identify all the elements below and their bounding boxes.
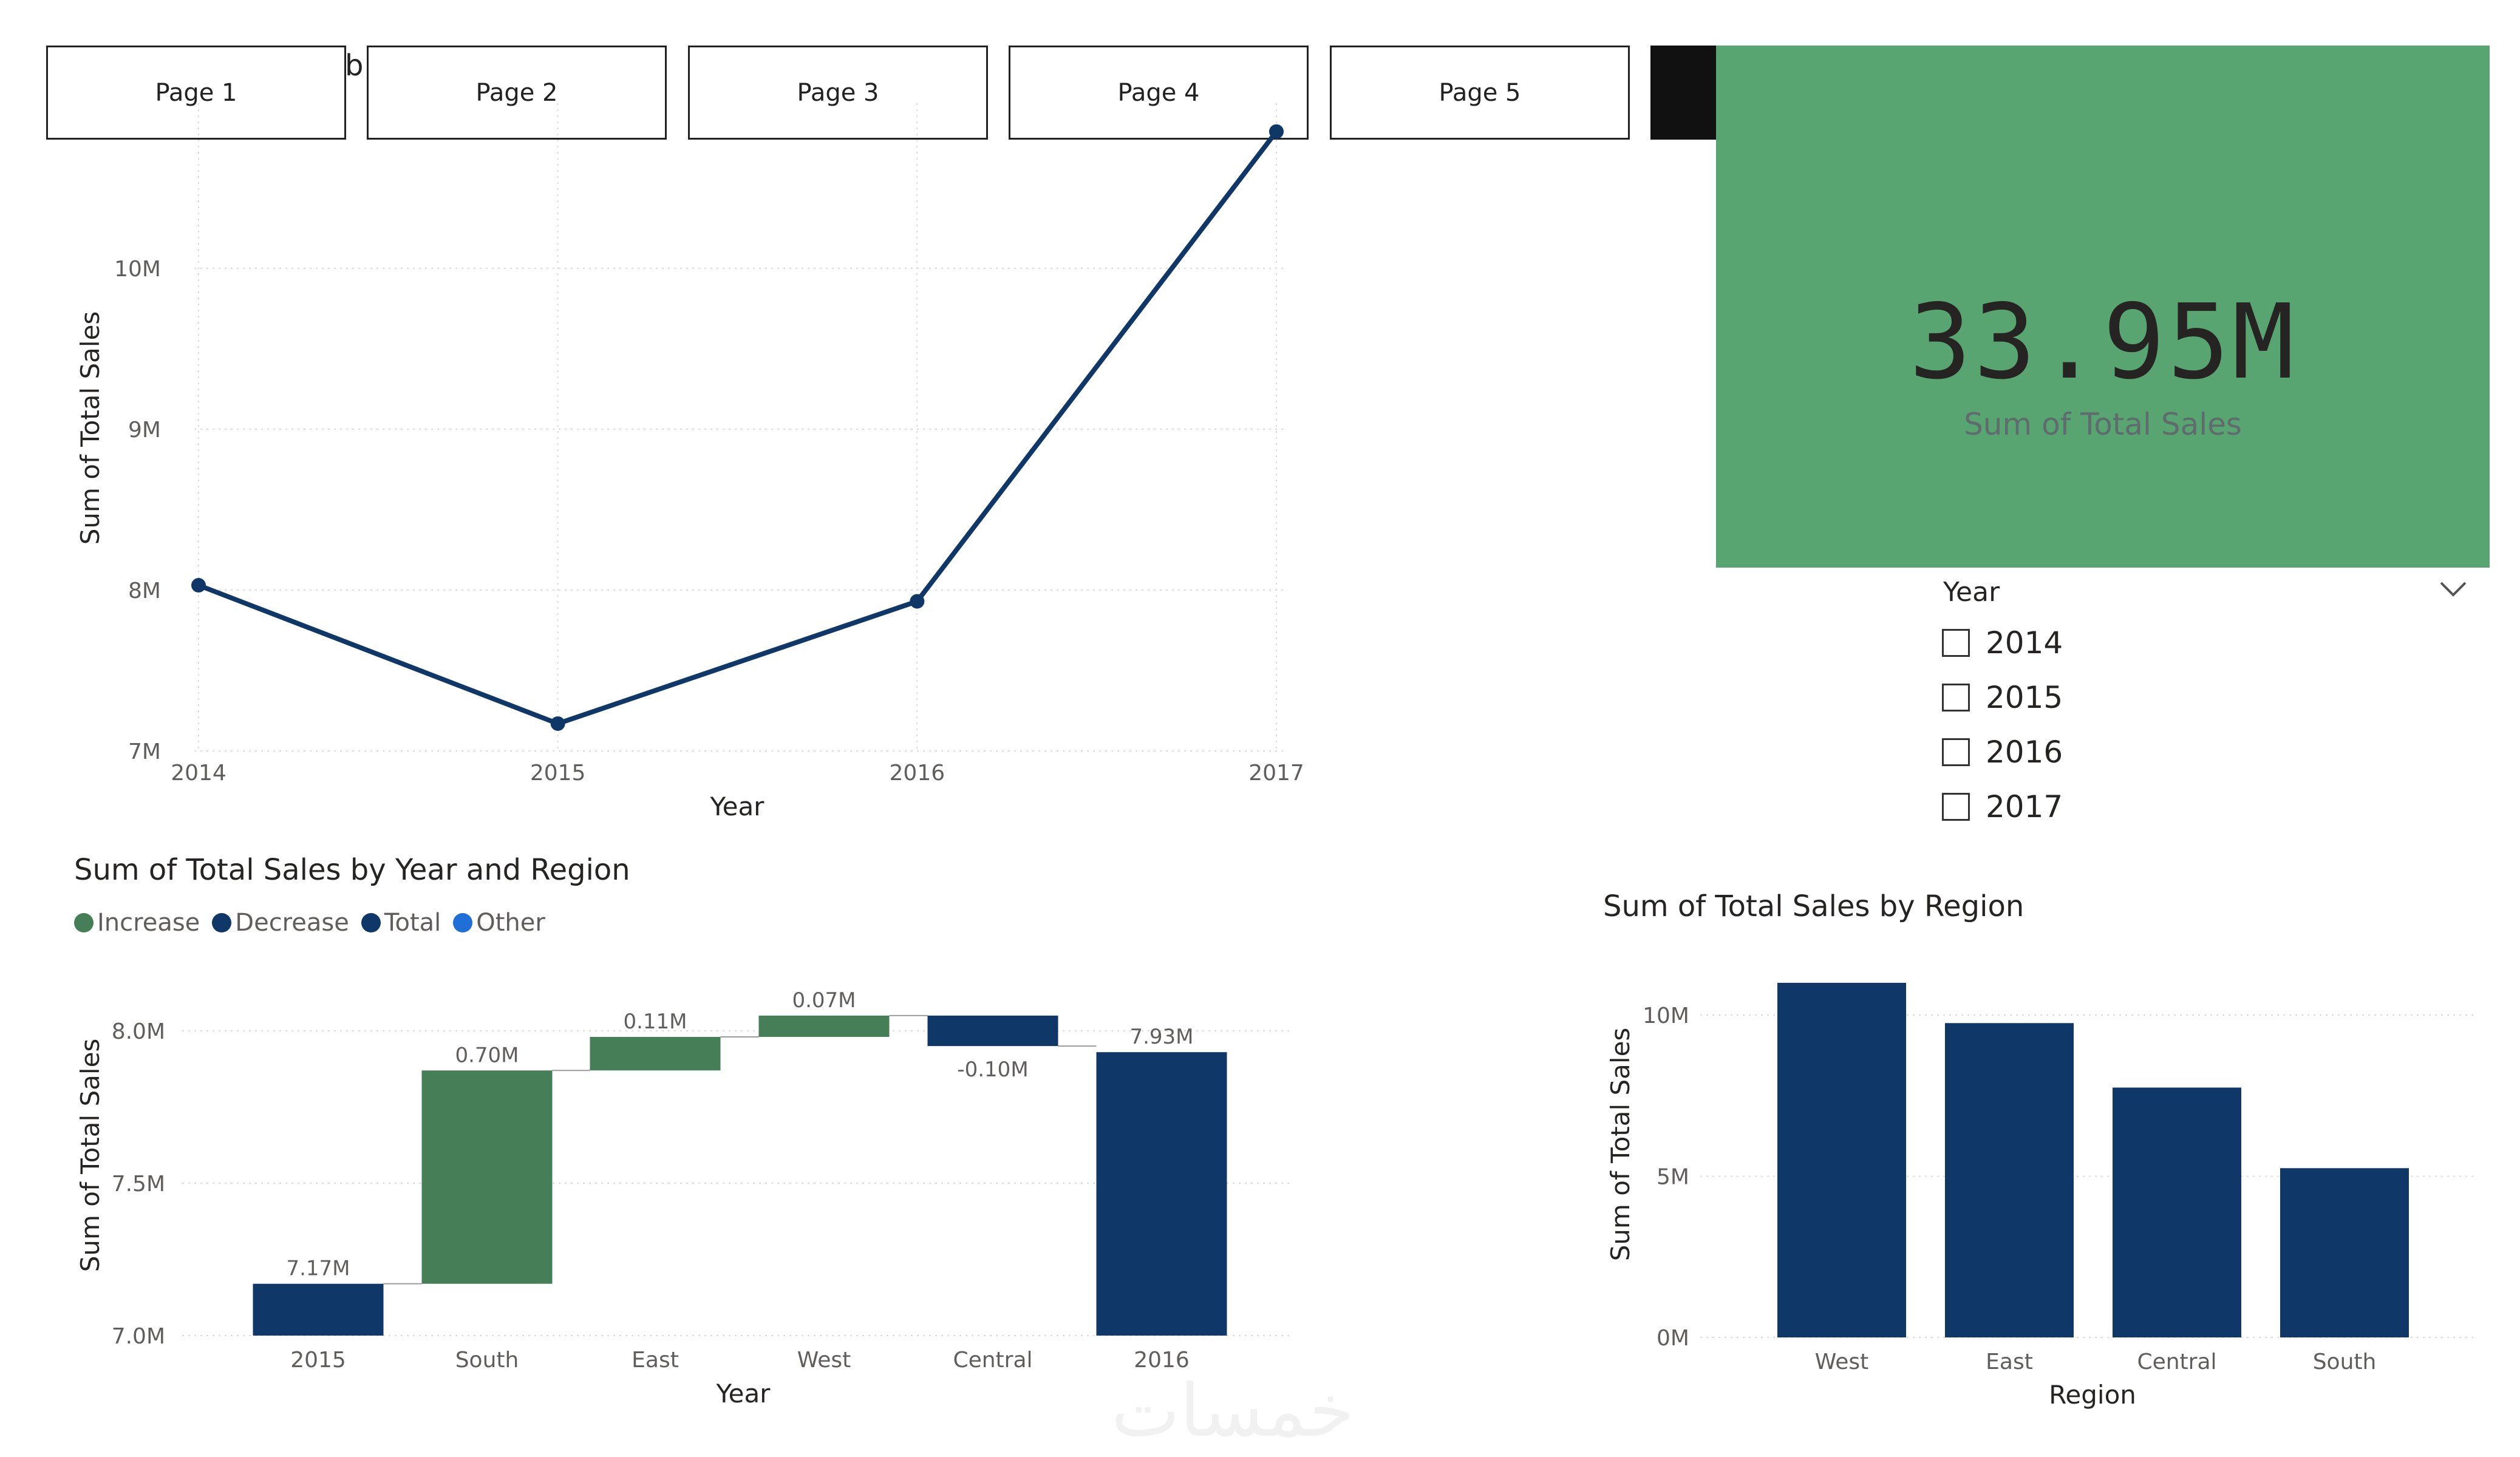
y-axis-title: Sum of Total Sales xyxy=(75,1039,105,1272)
x-tick-label: East xyxy=(1986,1350,2033,1374)
slicer-option-2017[interactable]: 2017 xyxy=(1942,789,2063,824)
region-bar xyxy=(2113,1087,2241,1337)
y-tick-label: 8M xyxy=(128,579,161,603)
waterfall-bar xyxy=(590,1037,721,1071)
waterfall-bar xyxy=(1096,1052,1227,1336)
legend-item-total[interactable]: Total xyxy=(361,909,441,937)
waterfall-bar xyxy=(758,1015,890,1038)
waterfall-chart-title: Sum of Total Sales by Year and Region xyxy=(74,853,630,887)
legend-label: Decrease xyxy=(235,909,349,937)
x-axis-title: Year xyxy=(716,1379,771,1408)
nav-button-page-4[interactable]: Page 4 xyxy=(1009,46,1309,140)
data-label: 0.11M xyxy=(623,1010,687,1034)
x-tick-label: 2015 xyxy=(290,1348,346,1373)
y-axis-title: Sum of Total Sales xyxy=(75,311,105,545)
slicer-option-label: 2015 xyxy=(1986,680,2063,715)
slicer-title: Year xyxy=(1943,577,2000,608)
data-point xyxy=(550,716,565,731)
legend-label: Other xyxy=(476,909,545,937)
waterfall-bar xyxy=(253,1283,384,1336)
checkbox[interactable] xyxy=(1942,738,1970,766)
x-axis-title: Year xyxy=(710,792,765,821)
x-tick-label: Central xyxy=(953,1348,1032,1373)
y-tick-label: 0M xyxy=(1657,1326,1689,1351)
chevron-down-icon[interactable] xyxy=(2435,574,2471,604)
line-chart-sales-by-year[interactable]: 7M 8M 9M 10M 2014 2015 2016 2017 Year Sum of Tota… xyxy=(0,0,1336,838)
nav-button-page-2[interactable]: Page 2 xyxy=(367,46,667,140)
data-point xyxy=(1269,124,1284,139)
line-chart-plot: 7M 8M 9M 10M 2014 2015 2016 2017 Year Sum of Tota… xyxy=(75,103,1304,821)
region-plot: 0M 5M 10M West East Central South Region Sum of … xyxy=(1606,982,2477,1410)
legend-item-decrease[interactable]: Decrease xyxy=(212,909,349,937)
legend-dot-total xyxy=(361,913,381,932)
legend-dot-other xyxy=(453,913,473,932)
data-label: 7.17M xyxy=(286,1257,350,1281)
y-tick-label: 7M xyxy=(128,739,161,764)
watermark-logo: خمسات xyxy=(1111,1369,1355,1453)
x-tick-label: West xyxy=(797,1348,851,1373)
region-bar xyxy=(1945,1023,2074,1337)
y-tick-label: 7.5M xyxy=(112,1172,165,1197)
y-tick-label: 7.0M xyxy=(112,1324,165,1349)
data-point xyxy=(910,594,925,609)
y-tick-label: 8.0M xyxy=(112,1019,165,1044)
waterfall-legend: Increase Decrease Total Other xyxy=(74,909,557,937)
y-tick-label: 10M xyxy=(1643,1004,1689,1028)
data-label: 7.93M xyxy=(1129,1025,1193,1049)
hidden-title-fragment: b xyxy=(345,49,364,83)
slicer-option-2015[interactable]: 2015 xyxy=(1942,680,2063,715)
data-label: 0.70M xyxy=(455,1043,519,1067)
nav-button-page-3[interactable]: Page 3 xyxy=(688,46,988,140)
waterfall-chart-sales-by-year-region[interactable]: 7.0M 7.5M 8.0M 7.17M 2015 0.70M South 0.11M East… xyxy=(0,947,1336,1433)
slicer-option-label: 2017 xyxy=(1986,789,2063,824)
legend-label: Increase xyxy=(97,909,200,937)
legend-dot-increase xyxy=(74,913,94,932)
region-bar xyxy=(1777,982,1906,1337)
x-tick-label: 2017 xyxy=(1248,761,1304,786)
waterfall-bar xyxy=(421,1070,553,1284)
legend-item-increase[interactable]: Increase xyxy=(74,909,200,937)
legend-dot-decrease xyxy=(212,913,232,932)
slicer-option-label: 2016 xyxy=(1986,735,2063,770)
waterfall-plot: 7.0M 7.5M 8.0M 7.17M 2015 0.70M South 0.11M East… xyxy=(75,988,1293,1408)
data-label: -0.10M xyxy=(957,1058,1028,1082)
x-tick-label: East xyxy=(632,1348,679,1373)
slicer-option-2016[interactable]: 2016 xyxy=(1942,735,2063,770)
waterfall-bar xyxy=(927,1015,1058,1047)
x-tick-label: 2016 xyxy=(890,761,945,786)
x-tick-label: South xyxy=(455,1348,519,1373)
region-bar xyxy=(2280,1168,2409,1337)
kpi-card[interactable]: 33.95M Sum of Total Sales xyxy=(1716,46,2490,568)
series-line xyxy=(197,130,1279,726)
slicer-option-2014[interactable]: 2014 xyxy=(1942,625,2063,661)
nav-button-page-5[interactable]: Page 5 xyxy=(1330,46,1630,140)
y-tick-label: 10M xyxy=(114,257,161,282)
y-tick-label: 9M xyxy=(128,418,161,443)
kpi-label: Sum of Total Sales xyxy=(1964,407,2242,442)
x-tick-label: South xyxy=(2313,1350,2377,1374)
kpi-value: 33.95M xyxy=(1909,282,2297,402)
data-label: 0.07M xyxy=(792,988,856,1013)
region-chart-title: Sum of Total Sales by Region xyxy=(1603,889,2025,923)
checkbox[interactable] xyxy=(1942,629,1970,657)
x-tick-label: 2015 xyxy=(530,761,586,786)
nav-button-page-1[interactable]: Page 1 xyxy=(46,46,346,140)
legend-item-other[interactable]: Other xyxy=(453,909,545,937)
x-tick-label: 2014 xyxy=(171,761,226,786)
x-tick-label: Central xyxy=(2137,1350,2216,1374)
slicer-option-label: 2014 xyxy=(1986,625,2063,661)
checkbox[interactable] xyxy=(1942,793,1970,821)
checkbox[interactable] xyxy=(1942,684,1970,712)
x-axis-title: Region xyxy=(2049,1380,2136,1410)
legend-label: Total xyxy=(384,909,441,937)
data-point xyxy=(191,578,206,593)
y-tick-label: 5M xyxy=(1657,1165,1689,1190)
y-axis-title: Sum of Total Sales xyxy=(1606,1028,1635,1262)
x-tick-label: 2016 xyxy=(1134,1348,1190,1373)
x-tick-label: West xyxy=(1815,1350,1869,1374)
bar-chart-sales-by-region[interactable]: 0M 5M 10M West East Central South Region Sum of … xyxy=(1579,947,2490,1433)
